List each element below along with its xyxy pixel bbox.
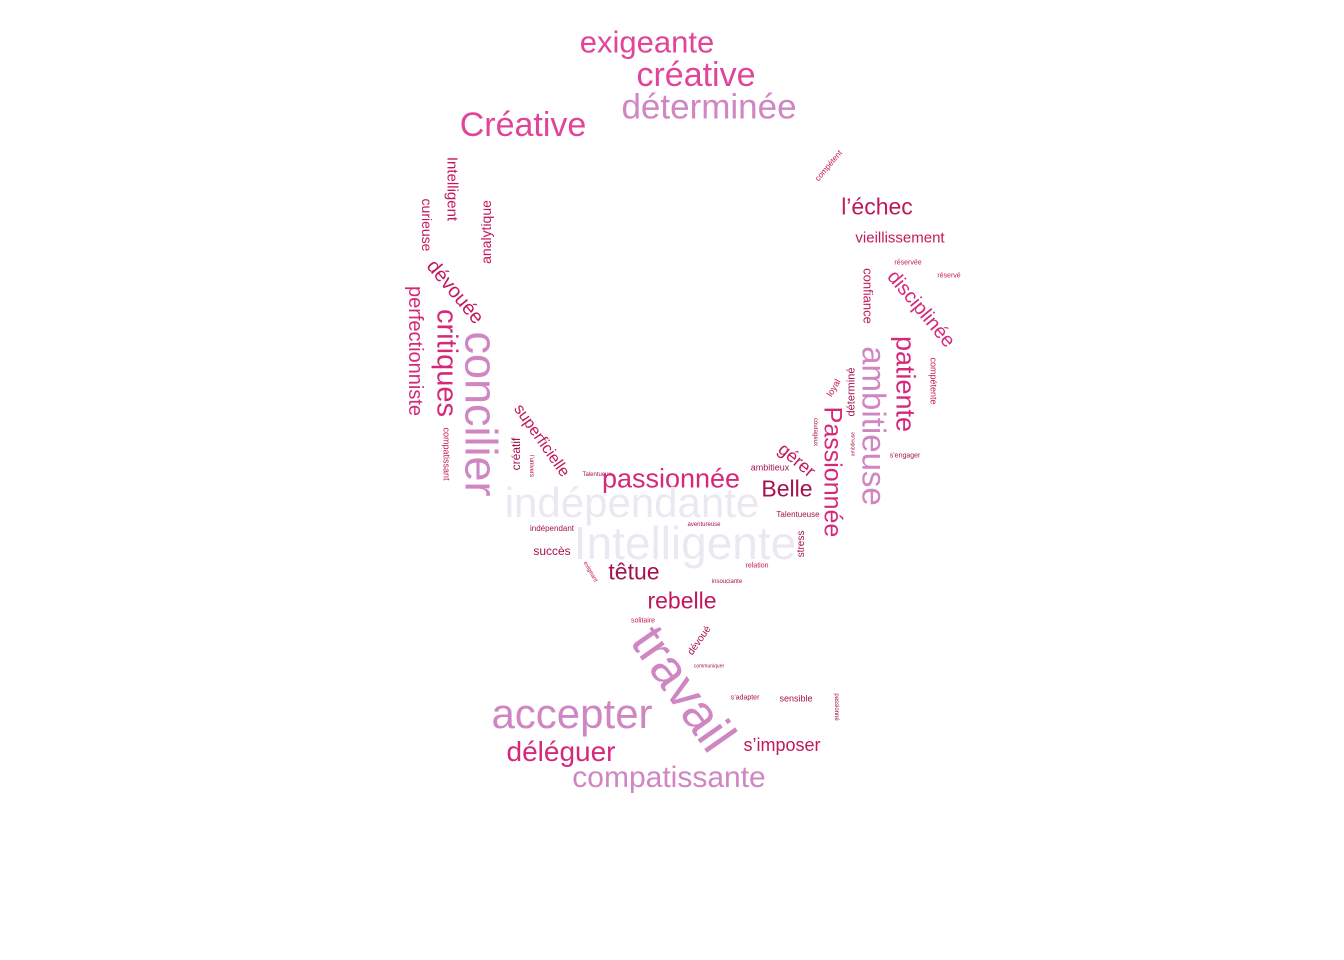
word-creative-capital: Créative (459, 106, 587, 144)
word-intelligent: Intelligent (443, 156, 461, 222)
word-passionnee-capital: Passionnée (818, 406, 847, 538)
word-independante: indépendante (504, 479, 760, 526)
word-insouciante: insouciante (711, 579, 743, 585)
word-sensible: sensible (779, 693, 813, 704)
word-simposer: s’imposer (743, 735, 821, 755)
word-competent: compétent (813, 148, 845, 183)
word-independant: indépendant (529, 524, 575, 533)
word-patiente: patiente (890, 335, 921, 433)
word-competente: compétente (928, 357, 939, 405)
word-rebelle: rebelle (647, 587, 717, 614)
word-sadapter: s’adapter (730, 694, 760, 702)
word-perfectionniste: perfectionniste (404, 285, 426, 417)
word-lunivers: l’univers (528, 454, 534, 478)
word-succes: succès (533, 544, 571, 558)
word-courageux: courageux (812, 417, 818, 447)
word-analytique: analytique (478, 200, 494, 264)
word-solitaire: solitaire (630, 617, 656, 625)
word-deleguer: déléguer (506, 736, 616, 767)
word-talentueuse: Talentueuse (776, 510, 820, 519)
word-creatif: créatif (509, 437, 523, 471)
word-belle: Belle (761, 475, 813, 502)
word-relation: relation (745, 562, 769, 570)
word-vieillissement: vieillissement (855, 229, 945, 247)
word-determine: déterminé (845, 367, 858, 417)
word-travail: travail (619, 615, 747, 763)
word-determinee: déterminée (621, 87, 797, 127)
word-reservee: réservée (894, 259, 922, 267)
word-confiance: confiance (860, 268, 876, 324)
word-loyal: loyal (824, 377, 843, 399)
word-passionnee: passionnée (601, 463, 741, 494)
word-stress: stress (796, 530, 807, 558)
word-concilier: concilier (455, 331, 507, 497)
word-communiquer: communiquer (693, 663, 725, 670)
word-intelligente: Intelligente (573, 517, 797, 569)
word-accepter: accepter (491, 690, 653, 737)
word-passionne: passionné (833, 693, 839, 721)
word-compatissant: compatissant (441, 427, 452, 481)
word-exigeante: exigeante (579, 24, 715, 60)
word-reserve: réservé (937, 272, 961, 280)
word-ambitieux: ambitieux (750, 462, 790, 473)
word-aventureuse: aventureuse (687, 522, 721, 528)
word-creative: créative (636, 56, 756, 94)
word-curieuse: curieuse (419, 198, 435, 252)
word-echec: l’échec (841, 193, 913, 220)
word-sengager: s’engager (889, 452, 921, 460)
word-compatissante: compatissante (572, 761, 766, 794)
word-talentueux: Talentueux (582, 472, 612, 478)
word-ambitieuse-small: ambitieuse (850, 431, 857, 457)
word-ambitieuse: ambitieuse (855, 346, 893, 506)
word-tetue: têtue (608, 558, 660, 585)
